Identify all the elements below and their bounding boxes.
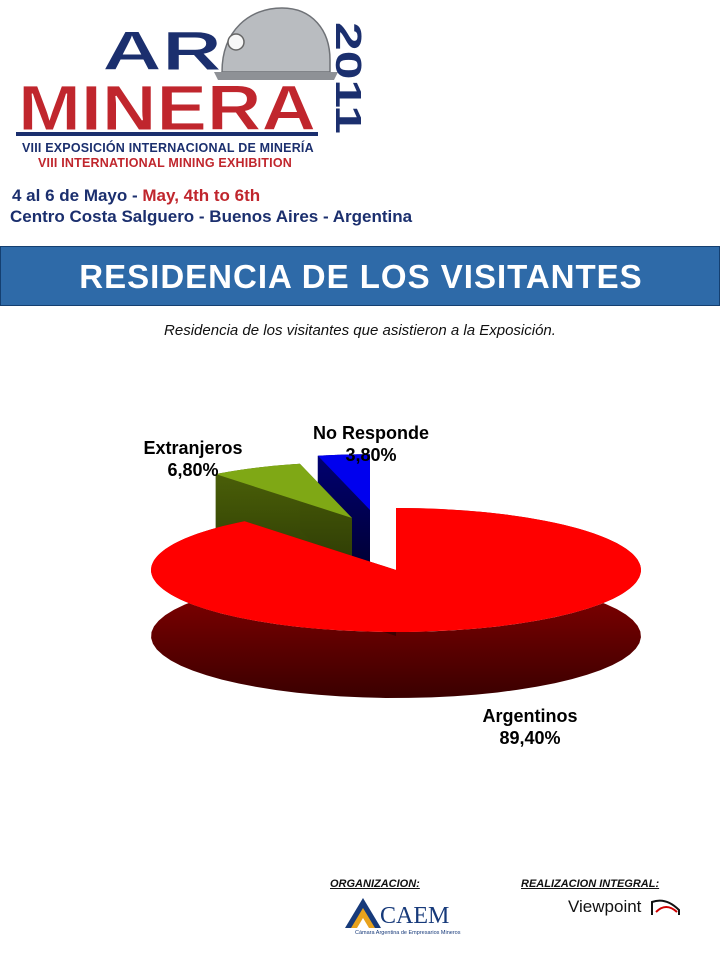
production-label: REALIZACION INTEGRAL: bbox=[521, 878, 660, 890]
slice-label-argentinos: Argentinos bbox=[482, 706, 577, 726]
slice-value-no-responde: 3,80% bbox=[345, 445, 396, 465]
event-dates: 4 al 6 de Mayo - May, 4th to 6th bbox=[12, 186, 260, 206]
logo-year-text: 2011 bbox=[328, 22, 369, 134]
caem-subtitle: Cámara Argentina de Empresarios Mineros bbox=[355, 930, 461, 936]
viewpoint-name: Viewpoint bbox=[568, 897, 642, 916]
caem-logo-icon bbox=[345, 898, 381, 928]
logo-minera-text: MINERA bbox=[18, 72, 316, 140]
slice-label-extranjeros: Extranjeros bbox=[143, 438, 242, 458]
organization-label: ORGANIZACION: bbox=[330, 878, 420, 890]
banner-title: RESIDENCIA DE LOS VISITANTES bbox=[79, 258, 643, 295]
slice-value-extranjeros: 6,80% bbox=[167, 460, 218, 480]
logo-ar-text: AR bbox=[102, 19, 222, 82]
miner-helmet-icon bbox=[214, 7, 338, 80]
slice-value-argentinos: 89,40% bbox=[499, 728, 560, 748]
ar-minera-logo: AR MINERA 2011 VIII EXPOSICIÓN INTERNACI… bbox=[0, 0, 412, 235]
chart-caption: Residencia de los visitantes que asistie… bbox=[164, 322, 556, 339]
caem-name: CAEM bbox=[380, 903, 450, 929]
viewpoint-logo-icon bbox=[651, 899, 680, 915]
event-venue: Centro Costa Salguero - Buenos Aires - A… bbox=[10, 207, 413, 226]
pie-slice-argentinos bbox=[150, 508, 641, 698]
slice-label-no-responde: No Responde bbox=[313, 423, 429, 443]
event-dates-es: 4 al 6 de Mayo - bbox=[12, 186, 143, 205]
exhibition-name-en: VIII INTERNATIONAL MINING EXHIBITION bbox=[38, 156, 292, 170]
section-banner: RESIDENCIA DE LOS VISITANTES bbox=[0, 246, 720, 306]
event-dates-en: May, 4th to 6th bbox=[142, 186, 261, 205]
pie-slices bbox=[150, 454, 641, 698]
logo-graphic: AR MINERA 2011 bbox=[16, 7, 369, 140]
exhibition-name-es: VIII EXPOSICIÓN INTERNACIONAL DE MINERÍA bbox=[22, 141, 314, 155]
